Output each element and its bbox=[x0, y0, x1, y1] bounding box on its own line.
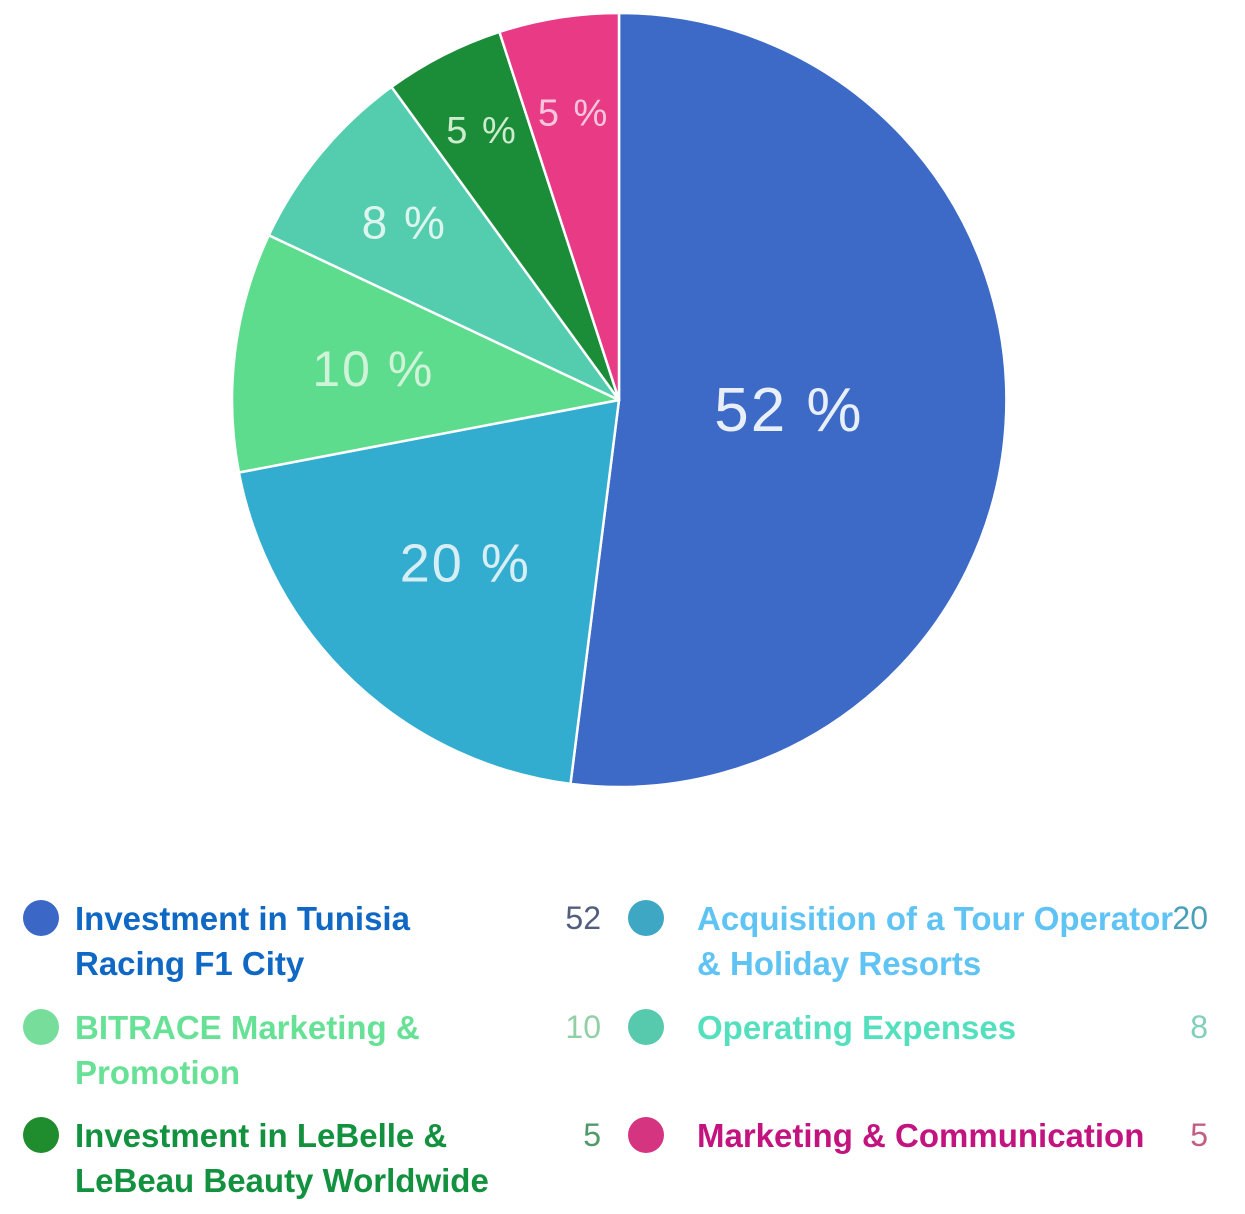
legend-dot-icon bbox=[23, 1009, 59, 1045]
legend-label: BITRACE Marketing & Promotion bbox=[75, 1009, 420, 1091]
pie-slice-1[interactable] bbox=[237, 398, 621, 786]
legend-dot-icon bbox=[628, 900, 664, 936]
legend-item-marketing-communication[interactable]: Marketing & Communication 5 bbox=[628, 1113, 1208, 1158]
legend-value: 20 bbox=[1172, 900, 1208, 936]
legend-item-bitrace-marketing-promotion[interactable]: BITRACE Marketing & Promotion 10 bbox=[23, 1005, 601, 1095]
legend-dot-icon bbox=[23, 900, 59, 936]
pie-slice-0[interactable] bbox=[569, 11, 1008, 789]
pie-slice-3[interactable] bbox=[267, 85, 621, 402]
legend-value: 52 bbox=[565, 900, 601, 936]
legend-dot-icon bbox=[23, 1117, 59, 1153]
pie-slice-5[interactable] bbox=[498, 11, 621, 402]
legend-item-investment-lebelle-lebeau-beauty[interactable]: Investment in LeBelle & LeBeau Beauty Wo… bbox=[23, 1113, 601, 1203]
legend-label: Marketing & Communication bbox=[697, 1117, 1145, 1154]
legend-item-operating-expenses[interactable]: Operating Expenses 8 bbox=[628, 1005, 1208, 1050]
legend-label: Operating Expenses bbox=[697, 1009, 1017, 1046]
legend-dot-icon bbox=[628, 1009, 664, 1045]
legend-label: Acquisition of a Tour Operator & Holiday… bbox=[697, 900, 1174, 982]
legend-dot-icon bbox=[628, 1117, 664, 1153]
pie-chart: 52 %20 %10 %8 %5 % 5 % bbox=[230, 11, 1008, 789]
legend-label: Investment in LeBelle & LeBeau Beauty Wo… bbox=[75, 1117, 489, 1199]
legend-value: 5 bbox=[583, 1117, 601, 1153]
legend-value: 8 bbox=[1190, 1009, 1208, 1045]
pie-slice-2[interactable] bbox=[230, 233, 621, 474]
legend-item-acquisition-tour-operator-holiday-resorts[interactable]: Acquisition of a Tour Operator & Holiday… bbox=[628, 896, 1208, 986]
legend-label: Investment in Tunisia Racing F1 City bbox=[75, 900, 410, 982]
legend-value: 10 bbox=[565, 1009, 601, 1045]
legend-value: 5 bbox=[1190, 1117, 1208, 1153]
legend-item-investment-tunisia-racing-f1-city[interactable]: Investment in Tunisia Racing F1 City 52 bbox=[23, 896, 601, 986]
